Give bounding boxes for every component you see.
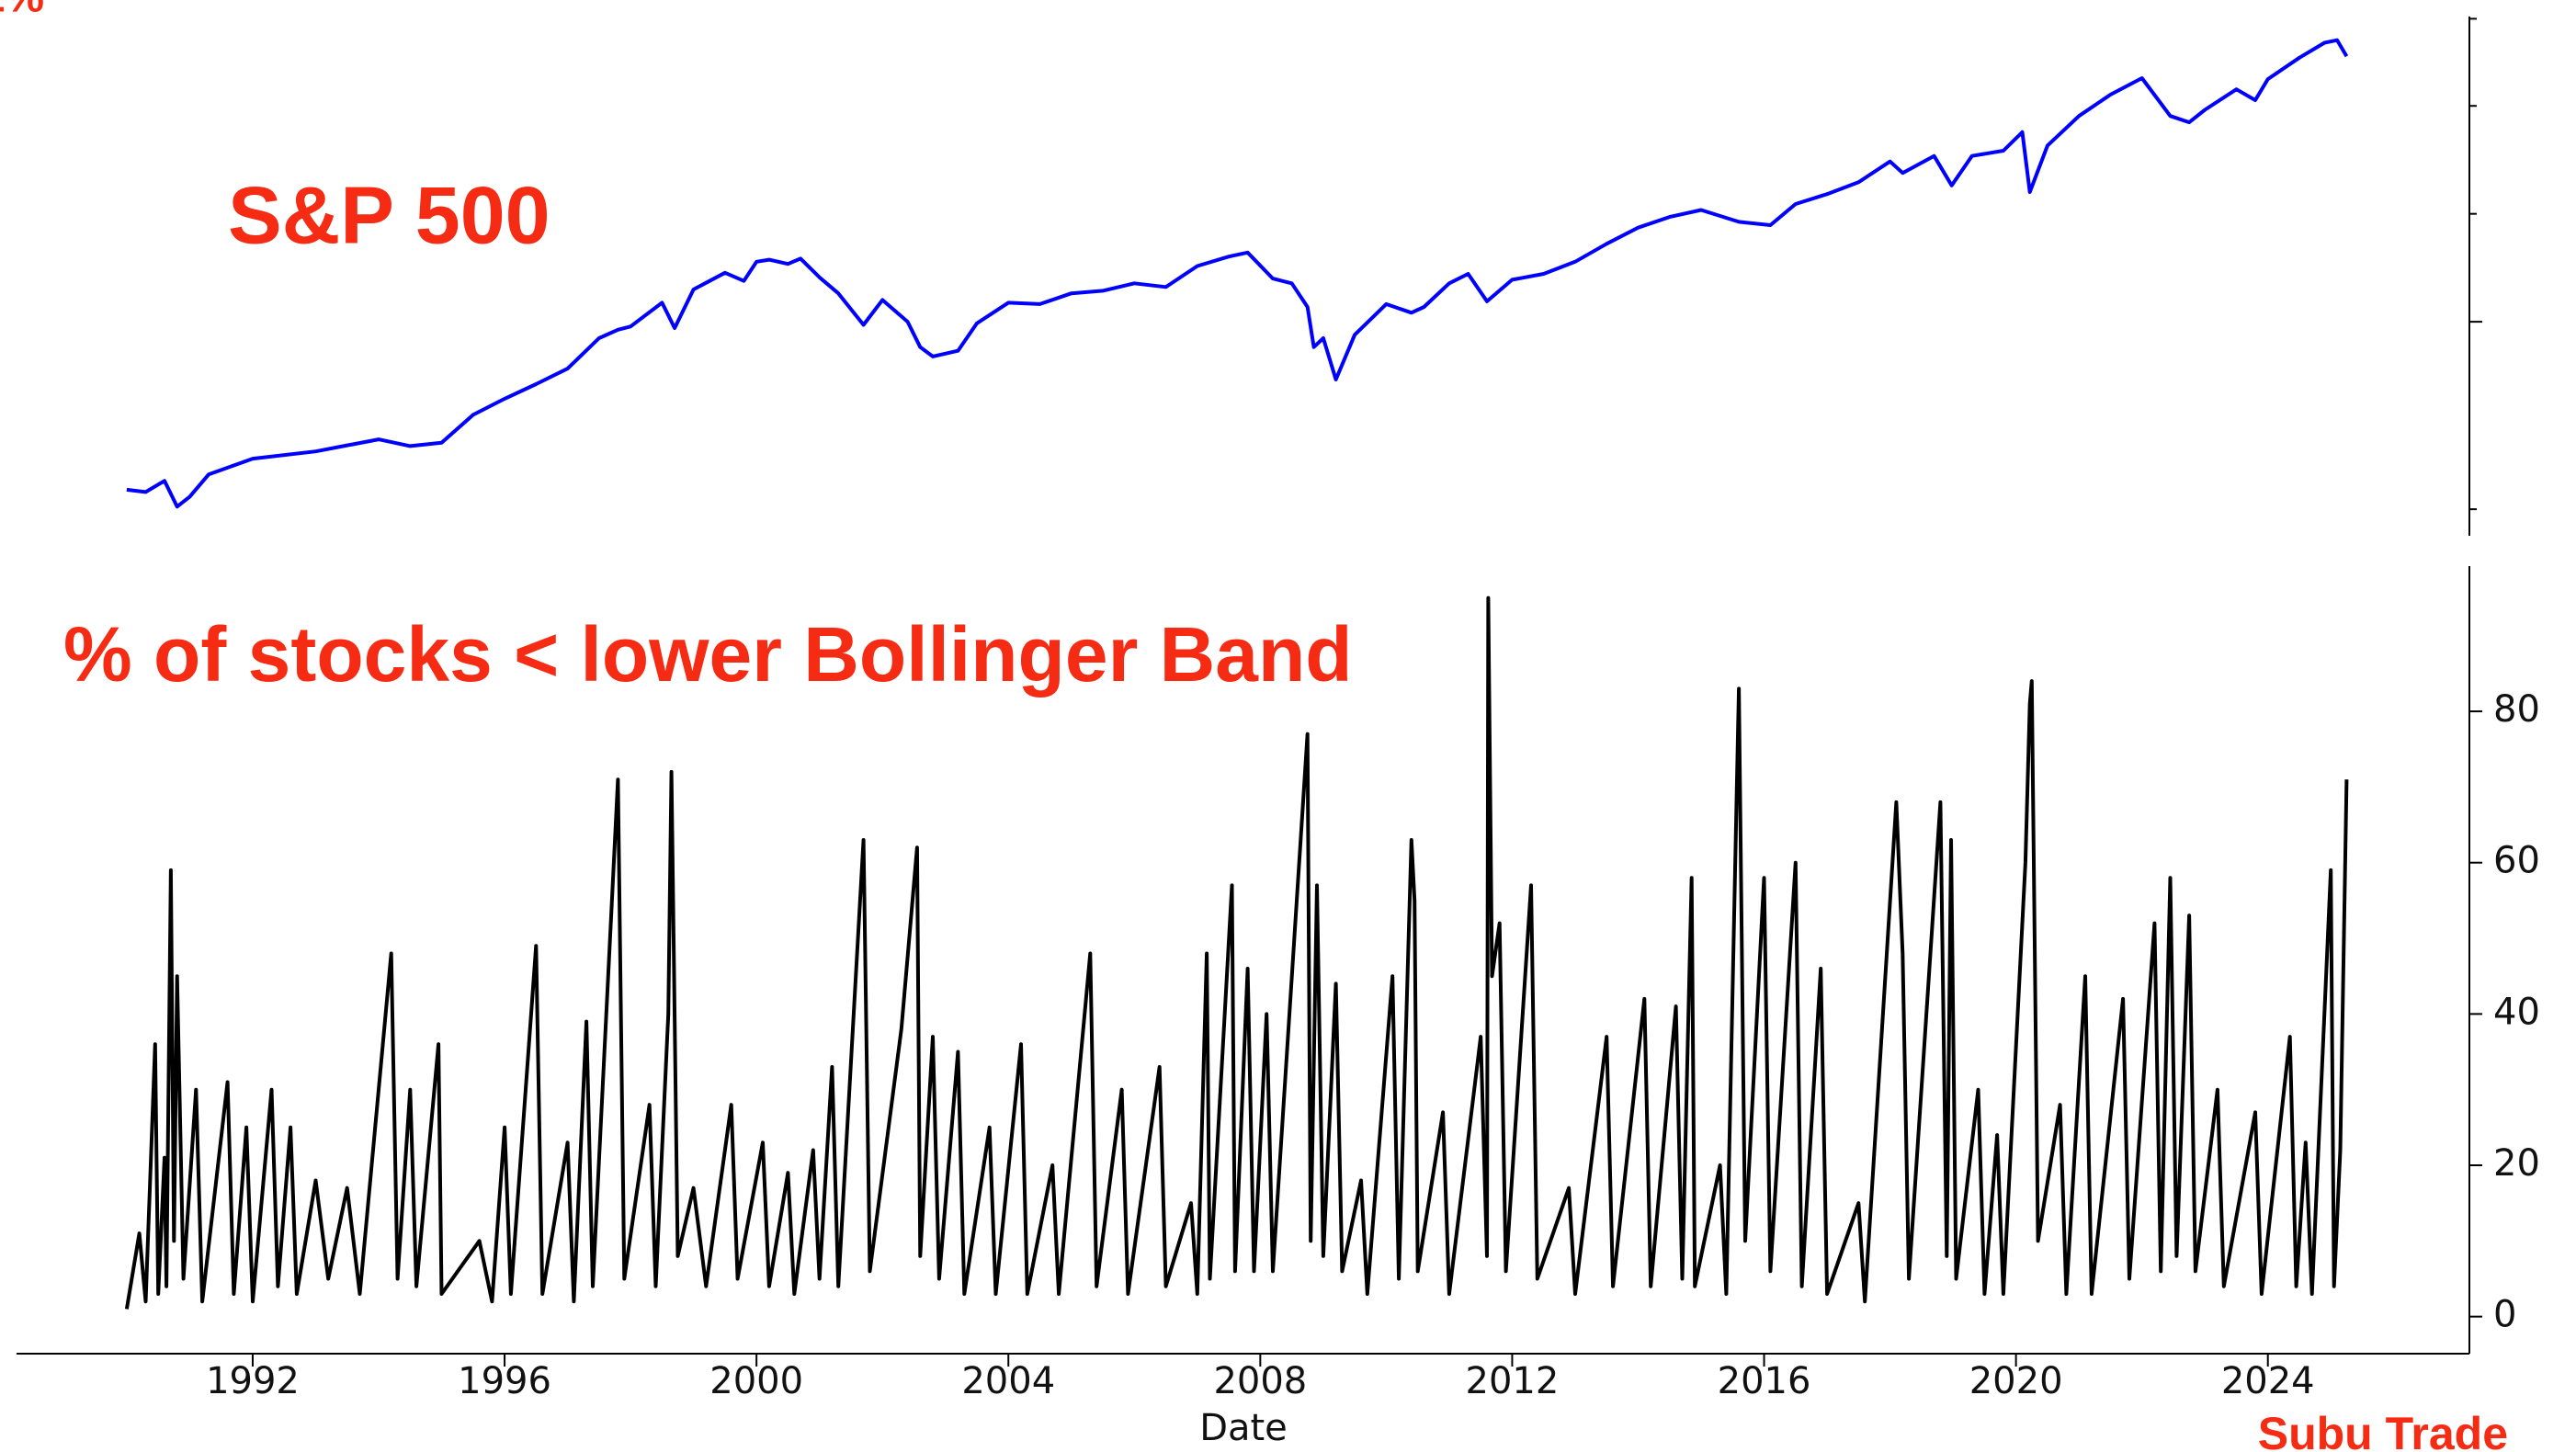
y-tick-label: 80 bbox=[2493, 688, 2540, 731]
x-tick-label: 2020 bbox=[1969, 1360, 2063, 1402]
y-tick-label: 20 bbox=[2493, 1142, 2540, 1185]
bottom-title: % of stocks < lower Bollinger Band bbox=[63, 611, 1353, 698]
x-tick-label: 2004 bbox=[961, 1360, 1055, 1402]
x-tick-label: 1996 bbox=[458, 1360, 551, 1402]
x-tick-label: 2000 bbox=[709, 1360, 803, 1402]
x-tick-label: 2008 bbox=[1213, 1360, 1307, 1402]
x-axis-label: Date bbox=[1199, 1407, 1288, 1449]
data-line bbox=[126, 38, 2349, 509]
top-title: S&P 500 bbox=[228, 169, 550, 260]
y-tick-label: 40 bbox=[2493, 991, 2540, 1033]
x-tick-label: 2016 bbox=[1718, 1360, 1811, 1402]
x-tick-label: 2024 bbox=[2221, 1360, 2315, 1402]
watermark: Subu Trade bbox=[2258, 1408, 2508, 1452]
y-tick-label: 60 bbox=[2493, 840, 2540, 882]
data-line bbox=[124, 596, 2349, 1310]
value-label: 71% bbox=[0, 0, 44, 22]
x-tick-label: 1992 bbox=[206, 1360, 300, 1402]
x-tick-label: 2012 bbox=[1466, 1360, 1560, 1402]
y-tick-label: 0 bbox=[2493, 1294, 2516, 1336]
